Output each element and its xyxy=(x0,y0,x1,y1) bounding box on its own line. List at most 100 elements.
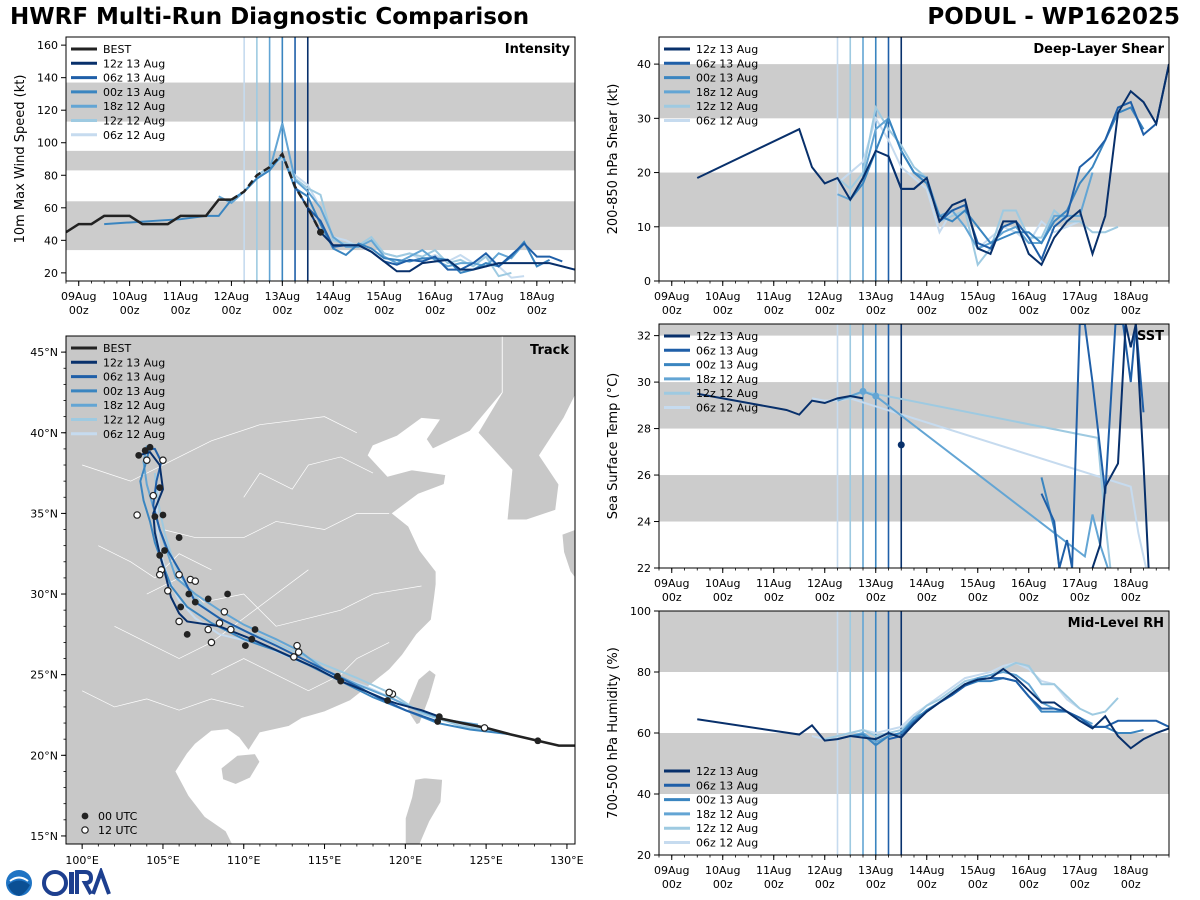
track-marker-00utc xyxy=(241,642,249,650)
x-tick-label-hour: 00z xyxy=(815,591,835,604)
x-tick-label: 130°E xyxy=(550,854,583,867)
track-marker-00utc xyxy=(183,630,191,638)
panel-title: Deep-Layer Shear xyxy=(1033,42,1164,57)
y-tick-label: 10 xyxy=(637,221,651,234)
series-line xyxy=(104,152,551,274)
track-marker-12utc xyxy=(149,491,158,500)
track-marker-00utc xyxy=(191,598,199,606)
track-panel: 100°E 105°E 110°E 115°E 120°E 125°E 130°E 15°N 2… xyxy=(30,335,584,867)
x-tick-label-date: 14Aug xyxy=(315,290,350,303)
track-marker-00utc xyxy=(334,672,341,680)
track-marker-00utc xyxy=(177,603,185,611)
x-tick-label-hour: 00z xyxy=(764,304,784,317)
track-marker-00utc xyxy=(151,513,159,521)
x-tick-label-date: 09Aug xyxy=(654,577,689,590)
x-tick-label-hour: 00z xyxy=(1070,304,1090,317)
series-line xyxy=(837,116,1094,250)
track-line xyxy=(438,716,575,747)
x-tick-label-hour: 00z xyxy=(866,878,886,891)
y-tick-label: 60 xyxy=(44,202,58,215)
track-marker-12utc xyxy=(155,570,164,579)
track-marker-12utc xyxy=(293,641,301,650)
x-tick-label-date: 11Aug xyxy=(756,577,791,590)
y-tick-label: 80 xyxy=(44,169,58,182)
y-tick-label: 22 xyxy=(637,562,651,575)
x-tick-label-hour: 00z xyxy=(713,878,733,891)
y-tick-label: 45°N xyxy=(30,346,58,359)
map-area xyxy=(66,336,575,844)
track-marker-00utc xyxy=(434,718,442,725)
x-tick-label-hour: 00z xyxy=(968,878,988,891)
x-tick-label-hour: 00z xyxy=(1070,878,1090,891)
x-tick-label-hour: 00z xyxy=(1121,878,1141,891)
x-tick-label-hour: 00z xyxy=(1019,878,1039,891)
x-tick-label-date: 18Aug xyxy=(1113,864,1148,877)
y-tick-label: 35°N xyxy=(30,507,58,520)
x-tick-label-date: 15Aug xyxy=(960,577,995,590)
province-border xyxy=(82,690,244,711)
track-marker-12utc xyxy=(133,511,141,519)
track-marker-00utc xyxy=(337,677,345,685)
x-tick-label-hour: 00z xyxy=(1019,304,1039,317)
shaded-band xyxy=(659,475,1169,522)
intensity-panel: 09Aug00z10Aug00z11Aug00z12Aug00z13Aug00z… xyxy=(13,36,576,317)
mainland-land xyxy=(66,336,503,844)
x-tick-label-date: 11Aug xyxy=(163,290,198,303)
x-tick-label-hour: 00z xyxy=(425,304,445,317)
x-tick-label-hour: 00z xyxy=(713,591,733,604)
legend-label: 00z 13 Aug xyxy=(696,794,758,807)
x-tick-label: 125°E xyxy=(469,854,502,867)
x-tick-label-hour: 00z xyxy=(222,304,242,317)
y-tick-label: 30 xyxy=(637,376,651,389)
x-tick-label-hour: 00z xyxy=(1070,591,1090,604)
x-tick-label-hour: 00z xyxy=(968,591,988,604)
y-tick-label: 20°N xyxy=(30,749,58,762)
x-tick-label-date: 13Aug xyxy=(858,577,893,590)
hainan-island xyxy=(220,753,261,785)
noaa-logo-icon xyxy=(6,870,32,896)
y-axis-label: 10m Max Wind Speed (kt) xyxy=(13,75,28,244)
track-marker-00utc xyxy=(159,511,167,519)
legend-label: 12z 13 Aug xyxy=(696,765,758,778)
y-tick-label: 32 xyxy=(637,330,651,343)
logos xyxy=(6,868,111,896)
y-tick-label: 0 xyxy=(644,275,651,288)
y-tick-label: 20 xyxy=(44,267,58,280)
province-border xyxy=(162,513,390,538)
x-tick-label-hour: 00z xyxy=(171,304,191,317)
x-tick-label: 115°E xyxy=(308,854,341,867)
legend-label-00utc: 00 UTC xyxy=(98,810,138,823)
x-tick-label-hour: 00z xyxy=(323,304,343,317)
series-line-tail xyxy=(1091,324,1150,568)
track-marker-12utc xyxy=(191,577,200,585)
x-tick-label-hour: 00z xyxy=(662,304,682,317)
y-tick-label: 40 xyxy=(637,58,651,71)
legend-label: 00z 13 Aug xyxy=(103,385,165,398)
x-tick-label-date: 10Aug xyxy=(705,290,740,303)
korea-peninsula xyxy=(477,336,575,521)
x-tick-label-date: 16Aug xyxy=(1011,864,1046,877)
x-tick-label: 120°E xyxy=(389,854,422,867)
shaded-band xyxy=(659,64,1169,119)
y-tick-label: 140 xyxy=(37,72,58,85)
y-tick-label: 15°N xyxy=(30,830,58,843)
series-line xyxy=(1040,324,1145,568)
track-marker-00utc xyxy=(204,595,212,603)
track-marker-12utc xyxy=(480,724,489,732)
track-marker-12utc xyxy=(164,587,172,595)
track-marker-00utc xyxy=(161,547,168,554)
x-tick-label-hour: 00z xyxy=(476,304,496,317)
legend-label: 12z 13 Aug xyxy=(103,57,165,70)
x-tick-label: 105°E xyxy=(146,854,179,867)
series-point xyxy=(872,392,880,400)
rh-panel: 09Aug00z10Aug00z11Aug00z12Aug00z13Aug00z… xyxy=(606,605,1170,891)
x-tick-label-date: 14Aug xyxy=(909,577,944,590)
legend-label: 06z 12 Aug xyxy=(696,115,758,128)
legend-label: 06z 13 Aug xyxy=(696,57,758,70)
luzon-island xyxy=(404,777,443,844)
series-point xyxy=(897,441,905,449)
shaded-band xyxy=(659,611,1169,672)
plot-area xyxy=(66,37,575,281)
panel-title: SST xyxy=(1137,329,1164,344)
x-tick-label-date: 17Aug xyxy=(1062,864,1097,877)
